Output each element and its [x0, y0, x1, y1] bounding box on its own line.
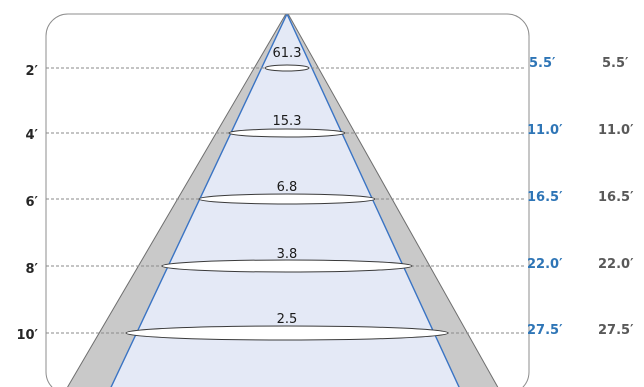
distance-label: 10′	[16, 328, 38, 343]
cross-section-ellipse	[125, 325, 449, 341]
cross-section-ellipse	[161, 259, 413, 273]
row-10ft: 10′ 2.5 27.5′ 27.5′	[16, 312, 634, 343]
beam-cross-sections	[125, 64, 449, 341]
row-8ft: 8′ 3.8 22.0′ 22.0′	[26, 247, 635, 277]
diameter-b: 11.0′	[598, 123, 634, 138]
center-value: 15.3	[273, 114, 302, 129]
diameter-a: 16.5′	[527, 190, 563, 205]
distance-label: 8′	[26, 262, 39, 277]
row-4ft: 4′ 15.3 11.0′ 11.0′	[26, 114, 635, 143]
center-value: 2.5	[277, 312, 298, 327]
diameter-a: 11.0′	[527, 123, 563, 138]
diameter-a: 5.5′	[529, 56, 556, 71]
inner-beam-cone	[103, 14, 467, 387]
row-6ft: 6′ 6.8 16.5′ 16.5′	[26, 180, 635, 210]
diameter-a: 27.5′	[527, 323, 563, 338]
distance-label: 4′	[26, 128, 39, 143]
diameter-b: 16.5′	[598, 190, 634, 205]
cross-section-ellipse	[198, 193, 376, 205]
distance-label: 2′	[26, 64, 39, 79]
distance-label: 6′	[26, 195, 39, 210]
diagram-frame	[45, 13, 530, 387]
diameter-b: 27.5′	[598, 323, 634, 338]
diameter-a: 22.0′	[527, 257, 563, 272]
center-value: 3.8	[277, 247, 298, 262]
cross-section-ellipse	[264, 64, 310, 72]
diameter-b: 22.0′	[598, 257, 634, 272]
row-2ft: 2′ 61.3 5.5′ 5.5′	[26, 46, 630, 79]
diameter-b: 5.5′	[602, 56, 629, 71]
center-value: 6.8	[277, 180, 298, 195]
cross-section-ellipse	[228, 128, 346, 138]
center-value: 61.3	[273, 46, 302, 61]
